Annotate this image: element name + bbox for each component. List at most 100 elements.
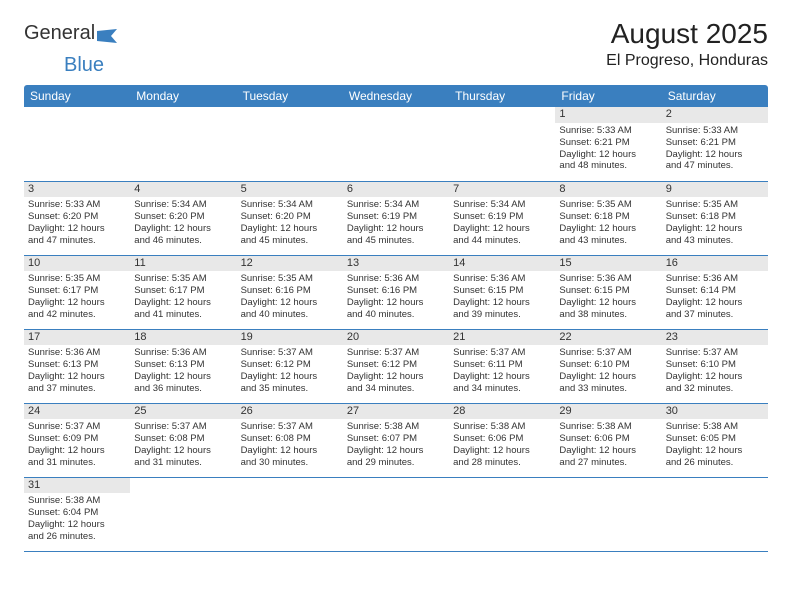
calendar-cell: 15Sunrise: 5:36 AMSunset: 6:15 PMDayligh… — [555, 255, 661, 329]
cell-sunrise: Sunrise: 5:36 AM — [559, 273, 657, 285]
cell-d2: and 43 minutes. — [559, 235, 657, 247]
cell-sunrise: Sunrise: 5:36 AM — [666, 273, 764, 285]
cell-sunset: Sunset: 6:12 PM — [347, 359, 445, 371]
cell-d1: Daylight: 12 hours — [559, 445, 657, 457]
day-number: 3 — [24, 182, 130, 198]
cell-sunset: Sunset: 6:17 PM — [28, 285, 126, 297]
cell-sunset: Sunset: 6:08 PM — [241, 433, 339, 445]
cell-sunrise: Sunrise: 5:33 AM — [28, 199, 126, 211]
calendar-cell — [449, 107, 555, 181]
cell-sunrise: Sunrise: 5:37 AM — [134, 421, 232, 433]
cell-sunset: Sunset: 6:21 PM — [559, 137, 657, 149]
weekday-header: Monday — [130, 85, 236, 107]
cell-sunrise: Sunrise: 5:34 AM — [347, 199, 445, 211]
calendar-cell: 7Sunrise: 5:34 AMSunset: 6:19 PMDaylight… — [449, 181, 555, 255]
calendar-cell — [343, 107, 449, 181]
calendar-cell: 20Sunrise: 5:37 AMSunset: 6:12 PMDayligh… — [343, 329, 449, 403]
calendar-table: SundayMondayTuesdayWednesdayThursdayFrid… — [24, 85, 768, 552]
calendar-cell: 21Sunrise: 5:37 AMSunset: 6:11 PMDayligh… — [449, 329, 555, 403]
calendar-cell: 11Sunrise: 5:35 AMSunset: 6:17 PMDayligh… — [130, 255, 236, 329]
day-number: 21 — [449, 330, 555, 346]
cell-d2: and 42 minutes. — [28, 309, 126, 321]
cell-d2: and 26 minutes. — [666, 457, 764, 469]
calendar-cell: 31Sunrise: 5:38 AMSunset: 6:04 PMDayligh… — [24, 477, 130, 551]
day-number: 9 — [662, 182, 768, 198]
cell-d1: Daylight: 12 hours — [559, 223, 657, 235]
cell-sunset: Sunset: 6:09 PM — [28, 433, 126, 445]
day-number: 31 — [24, 478, 130, 494]
calendar-page: General August 2025 El Progreso, Hondura… — [0, 0, 792, 570]
day-number: 2 — [662, 107, 768, 123]
cell-d2: and 30 minutes. — [241, 457, 339, 469]
weekday-header: Saturday — [662, 85, 768, 107]
cell-d1: Daylight: 12 hours — [241, 371, 339, 383]
cell-d2: and 47 minutes. — [666, 160, 764, 172]
day-number: 25 — [130, 404, 236, 420]
calendar-cell: 25Sunrise: 5:37 AMSunset: 6:08 PMDayligh… — [130, 403, 236, 477]
cell-d2: and 41 minutes. — [134, 309, 232, 321]
cell-d1: Daylight: 12 hours — [28, 445, 126, 457]
cell-d1: Daylight: 12 hours — [28, 297, 126, 309]
cell-d1: Daylight: 12 hours — [453, 371, 551, 383]
day-number: 7 — [449, 182, 555, 198]
day-number: 23 — [662, 330, 768, 346]
cell-sunrise: Sunrise: 5:34 AM — [241, 199, 339, 211]
cell-sunrise: Sunrise: 5:34 AM — [134, 199, 232, 211]
cell-sunset: Sunset: 6:15 PM — [453, 285, 551, 297]
cell-d1: Daylight: 12 hours — [134, 445, 232, 457]
calendar-cell: 30Sunrise: 5:38 AMSunset: 6:05 PMDayligh… — [662, 403, 768, 477]
cell-d1: Daylight: 12 hours — [134, 371, 232, 383]
day-number: 4 — [130, 182, 236, 198]
cell-sunset: Sunset: 6:17 PM — [134, 285, 232, 297]
calendar-cell: 28Sunrise: 5:38 AMSunset: 6:06 PMDayligh… — [449, 403, 555, 477]
cell-d2: and 35 minutes. — [241, 383, 339, 395]
cell-sunset: Sunset: 6:12 PM — [241, 359, 339, 371]
cell-sunset: Sunset: 6:21 PM — [666, 137, 764, 149]
calendar-cell: 3Sunrise: 5:33 AMSunset: 6:20 PMDaylight… — [24, 181, 130, 255]
cell-sunset: Sunset: 6:20 PM — [241, 211, 339, 223]
day-number: 24 — [24, 404, 130, 420]
cell-sunset: Sunset: 6:18 PM — [666, 211, 764, 223]
calendar-cell — [343, 477, 449, 551]
cell-d1: Daylight: 12 hours — [666, 371, 764, 383]
cell-d2: and 37 minutes. — [666, 309, 764, 321]
day-number: 18 — [130, 330, 236, 346]
cell-sunrise: Sunrise: 5:37 AM — [559, 347, 657, 359]
logo-text-general: General — [24, 22, 95, 45]
cell-sunrise: Sunrise: 5:36 AM — [347, 273, 445, 285]
day-number: 16 — [662, 256, 768, 272]
day-number: 14 — [449, 256, 555, 272]
cell-d1: Daylight: 12 hours — [453, 223, 551, 235]
cell-d1: Daylight: 12 hours — [453, 297, 551, 309]
logo: General — [24, 22, 119, 45]
cell-sunset: Sunset: 6:05 PM — [666, 433, 764, 445]
cell-sunrise: Sunrise: 5:38 AM — [453, 421, 551, 433]
weekday-header: Sunday — [24, 85, 130, 107]
cell-d2: and 31 minutes. — [134, 457, 232, 469]
cell-d1: Daylight: 12 hours — [453, 445, 551, 457]
cell-sunrise: Sunrise: 5:38 AM — [347, 421, 445, 433]
cell-d2: and 47 minutes. — [28, 235, 126, 247]
cell-sunset: Sunset: 6:11 PM — [453, 359, 551, 371]
day-number: 19 — [237, 330, 343, 346]
cell-d2: and 34 minutes. — [453, 383, 551, 395]
weekday-header: Friday — [555, 85, 661, 107]
cell-sunset: Sunset: 6:16 PM — [241, 285, 339, 297]
cell-d2: and 38 minutes. — [559, 309, 657, 321]
cell-sunset: Sunset: 6:06 PM — [559, 433, 657, 445]
day-number: 11 — [130, 256, 236, 272]
day-number: 15 — [555, 256, 661, 272]
calendar-body: 1Sunrise: 5:33 AMSunset: 6:21 PMDaylight… — [24, 107, 768, 551]
cell-sunset: Sunset: 6:10 PM — [559, 359, 657, 371]
cell-d2: and 32 minutes. — [666, 383, 764, 395]
cell-sunset: Sunset: 6:14 PM — [666, 285, 764, 297]
cell-sunrise: Sunrise: 5:37 AM — [666, 347, 764, 359]
cell-sunrise: Sunrise: 5:37 AM — [453, 347, 551, 359]
cell-d2: and 37 minutes. — [28, 383, 126, 395]
cell-d1: Daylight: 12 hours — [28, 519, 126, 531]
calendar-cell: 24Sunrise: 5:37 AMSunset: 6:09 PMDayligh… — [24, 403, 130, 477]
cell-sunrise: Sunrise: 5:35 AM — [241, 273, 339, 285]
cell-d1: Daylight: 12 hours — [241, 223, 339, 235]
cell-d2: and 28 minutes. — [453, 457, 551, 469]
cell-d1: Daylight: 12 hours — [666, 149, 764, 161]
